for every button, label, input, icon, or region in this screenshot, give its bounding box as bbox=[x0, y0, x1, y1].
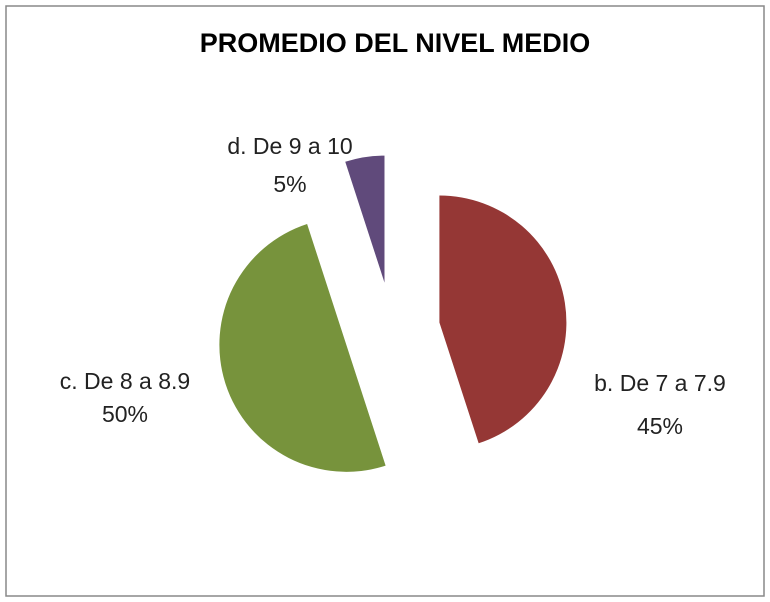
slice-value-label: 5% bbox=[273, 171, 306, 197]
slice-value-label: 45% bbox=[637, 413, 683, 439]
slice-label: b. De 7 a 7.9 bbox=[594, 370, 726, 396]
chart-border bbox=[5, 5, 765, 597]
pie-slice bbox=[219, 224, 386, 472]
slice-label: c. De 8 a 8.9 bbox=[60, 368, 190, 394]
pie-slice bbox=[345, 155, 385, 283]
slice-value-label: 50% bbox=[102, 401, 148, 427]
pie-slice bbox=[439, 195, 567, 444]
slice-label: d. De 9 a 10 bbox=[227, 133, 352, 159]
chart-title: PROMEDIO DEL NIVEL MEDIO bbox=[200, 28, 591, 58]
